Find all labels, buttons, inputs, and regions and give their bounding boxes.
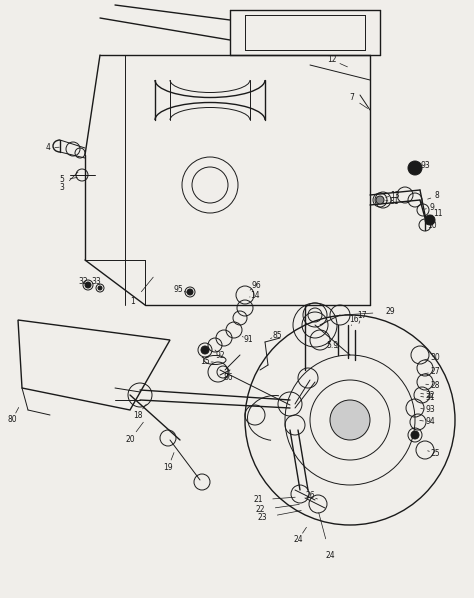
Text: 19: 19 [163,463,173,472]
Text: 93: 93 [420,160,430,169]
Text: 13: 13 [390,191,400,200]
Text: 18: 18 [133,410,143,420]
Text: 91: 91 [243,335,253,344]
Text: 33: 33 [91,277,101,286]
Text: 95: 95 [173,285,183,294]
Text: 94: 94 [425,417,435,426]
Text: 5: 5 [60,175,64,185]
Text: 85: 85 [272,331,282,340]
Circle shape [85,282,91,288]
Text: 93: 93 [425,405,435,414]
Circle shape [187,289,193,295]
Text: 31: 31 [425,393,435,402]
Text: 29: 29 [385,307,395,316]
Text: 7: 7 [349,93,355,102]
Text: 96: 96 [251,280,261,289]
Text: 30: 30 [430,353,440,362]
Text: 3: 3 [60,184,64,193]
Circle shape [330,400,370,440]
Circle shape [425,215,435,225]
Text: 1: 1 [131,297,136,307]
Text: 27: 27 [430,368,440,377]
Circle shape [201,346,209,354]
Text: 12: 12 [327,56,337,65]
Text: 11: 11 [433,209,443,218]
Text: 86: 86 [223,374,233,383]
Text: 28: 28 [430,380,440,389]
Text: 80: 80 [7,416,17,425]
Text: 26: 26 [305,492,315,501]
Text: 22: 22 [425,390,435,399]
Text: 23: 23 [257,514,267,523]
Text: 9: 9 [429,203,435,212]
Text: 81: 81 [389,197,399,206]
Circle shape [408,161,422,175]
Text: 16: 16 [349,316,359,325]
Text: 14: 14 [250,291,260,300]
Text: 15: 15 [200,358,210,367]
Circle shape [98,286,102,290]
Circle shape [411,431,419,439]
Text: 24: 24 [293,535,303,545]
Text: 20: 20 [125,435,135,444]
Text: 4: 4 [46,144,50,152]
Text: 32: 32 [78,277,88,286]
Circle shape [376,196,384,204]
Text: 21: 21 [253,496,263,505]
Text: 17: 17 [357,310,367,319]
Text: 25: 25 [430,448,440,457]
Text: 10: 10 [427,221,437,230]
Text: 5.9: 5.9 [326,340,338,349]
Text: 24: 24 [325,551,335,560]
Text: 22: 22 [255,505,265,514]
Text: 92: 92 [215,350,225,359]
Text: 8: 8 [435,191,439,200]
